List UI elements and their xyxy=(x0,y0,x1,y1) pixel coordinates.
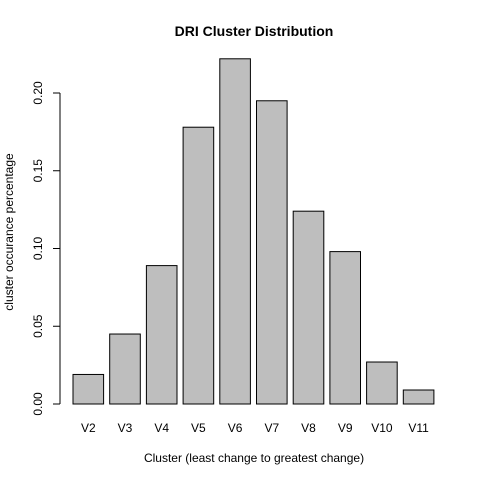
bars xyxy=(72,58,435,405)
bar-v3 xyxy=(109,333,141,405)
bar-v11 xyxy=(402,389,435,405)
x-tick-label: V10 xyxy=(371,421,393,435)
x-tick-label: V8 xyxy=(301,421,316,435)
x-tick-label: V2 xyxy=(81,421,96,435)
y-tick-label: 0.10 xyxy=(31,236,45,260)
y-tick-label: 0.15 xyxy=(31,159,45,183)
x-tick-label: V5 xyxy=(191,421,206,435)
x-tick-label: V9 xyxy=(338,421,353,435)
bar-v7 xyxy=(256,100,288,405)
x-tick-label: V7 xyxy=(264,421,279,435)
bar-v10 xyxy=(366,361,398,405)
bar-v2 xyxy=(72,373,105,405)
bar-v4 xyxy=(145,265,178,405)
bar-v8 xyxy=(292,210,325,405)
y-tick-label: 0.05 xyxy=(31,314,45,338)
bar-v9 xyxy=(329,251,361,405)
y-ticks: 0.00 0.05 0.10 0.15 0.20 xyxy=(31,81,60,416)
y-tick-label: 0.20 xyxy=(31,81,45,105)
x-tick-label: V3 xyxy=(118,421,133,435)
x-axis-label: Cluster (least change to greatest change… xyxy=(144,451,364,465)
y-axis-label: cluster occurance percentage xyxy=(2,153,16,311)
bar-v5 xyxy=(182,126,215,405)
y-tick-label: 0.00 xyxy=(31,392,45,416)
chart-title: DRI Cluster Distribution xyxy=(175,23,334,39)
x-tick-label: V6 xyxy=(228,421,243,435)
x-tick-label: V4 xyxy=(154,421,169,435)
bar-v6 xyxy=(219,58,251,405)
x-tick-label: V11 xyxy=(408,421,429,435)
x-tick-labels: V2 V3 V4 V5 V6 V7 V8 V9 V10 V11 xyxy=(81,421,429,435)
